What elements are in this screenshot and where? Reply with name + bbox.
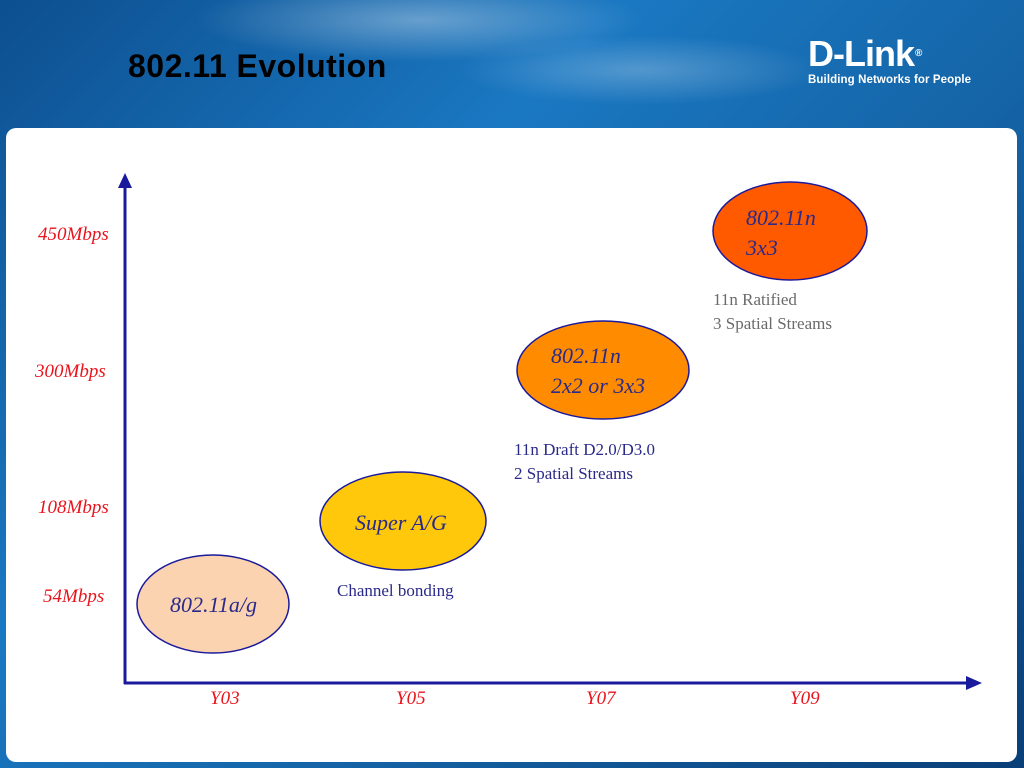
registered-mark: ® bbox=[915, 48, 922, 59]
y-label-54: 54Mbps bbox=[43, 586, 105, 607]
x-axis-arrowhead bbox=[966, 676, 982, 690]
header-background bbox=[0, 0, 1024, 140]
x-label-y09: Y09 bbox=[790, 688, 820, 709]
x-label-y03: Y03 bbox=[210, 688, 240, 709]
node-ellipse-80211n-2x2 bbox=[516, 320, 690, 420]
node-label-80211n-3x3: 802.11n 3x3 bbox=[746, 205, 816, 260]
node-label-80211ag: 802.11a/g bbox=[170, 592, 257, 617]
logo-wordmark: D-Link® bbox=[808, 33, 922, 74]
y-axis-arrowhead bbox=[118, 173, 132, 188]
node-label-80211n-2x2: 802.11n 2x2 or 3x3 bbox=[551, 343, 646, 398]
node-ellipse-80211ag bbox=[136, 554, 290, 654]
logo-tagline: Building Networks for People bbox=[808, 74, 972, 86]
node-label-super-ag: Super A/G bbox=[355, 510, 447, 535]
dlink-logo: D-Link® Building Networks for People bbox=[808, 33, 972, 87]
note-11n-draft: 11n Draft D2.0/D3.0 2 Spatial Streams bbox=[514, 440, 656, 483]
x-label-y07: Y07 bbox=[586, 688, 616, 709]
note-11n-ratified: 11n Ratified 3 Spatial Streams bbox=[713, 290, 832, 333]
y-label-450: 450Mbps bbox=[38, 224, 109, 245]
note-channel-bonding: Channel bonding bbox=[337, 581, 454, 600]
node-ellipse-super-ag bbox=[319, 471, 487, 571]
y-label-108: 108Mbps bbox=[38, 497, 109, 518]
slide-title: 802.11 Evolution bbox=[128, 48, 387, 84]
node-ellipse-80211n-3x3 bbox=[712, 181, 868, 281]
y-label-300: 300Mbps bbox=[35, 361, 106, 382]
x-label-y05: Y05 bbox=[396, 688, 426, 709]
